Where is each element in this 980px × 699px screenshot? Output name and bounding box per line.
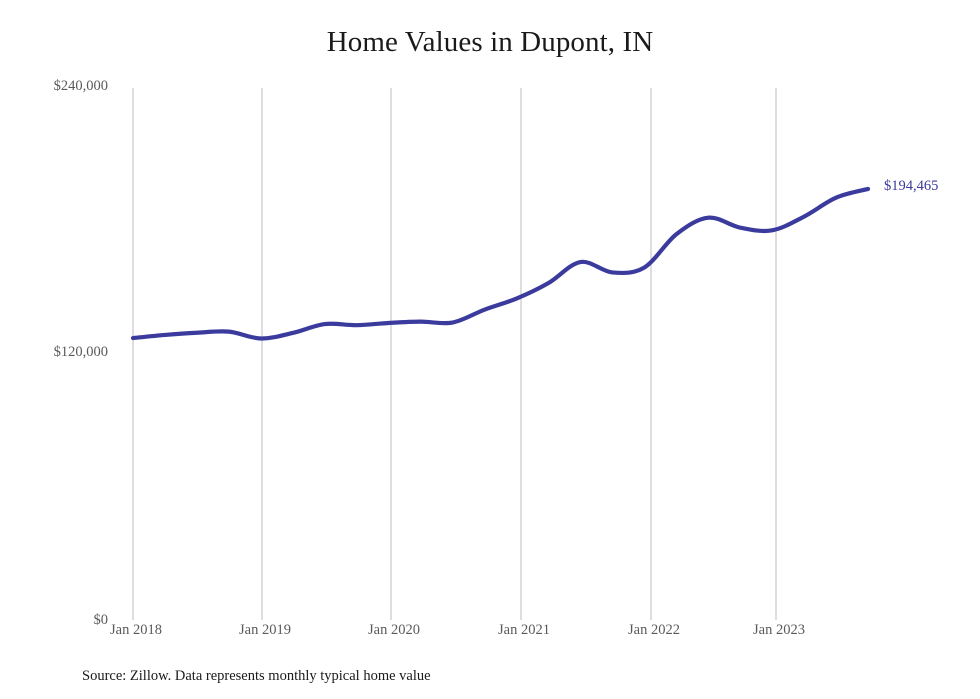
gridlines bbox=[132, 88, 777, 620]
chart-title: Home Values in Dupont, IN bbox=[326, 26, 654, 58]
x-axis-tick-label-jan-2018: Jan 2018 bbox=[110, 622, 162, 638]
x-axis-tick-label-jan-2021: Jan 2021 bbox=[498, 622, 550, 638]
x-axis-tick-label-jan-2023: Jan 2023 bbox=[753, 622, 805, 638]
y-axis-tick-label-240000: $240,000 bbox=[53, 78, 108, 94]
source-note: Source: Zillow. Data represents monthly … bbox=[82, 668, 431, 684]
end-point-value-label: $194,465 bbox=[884, 177, 939, 194]
x-axis-tick-label-jan-2019: Jan 2019 bbox=[239, 622, 291, 638]
y-axis-tick-label-120000: $120,000 bbox=[53, 344, 108, 360]
y-axis-tick-label-0: $0 bbox=[93, 612, 109, 628]
x-axis-tick-label-jan-2022: Jan 2022 bbox=[628, 622, 680, 638]
x-axis-tick-label-jan-2020: Jan 2020 bbox=[368, 622, 420, 638]
series-line-typical-home-value bbox=[130, 186, 871, 341]
